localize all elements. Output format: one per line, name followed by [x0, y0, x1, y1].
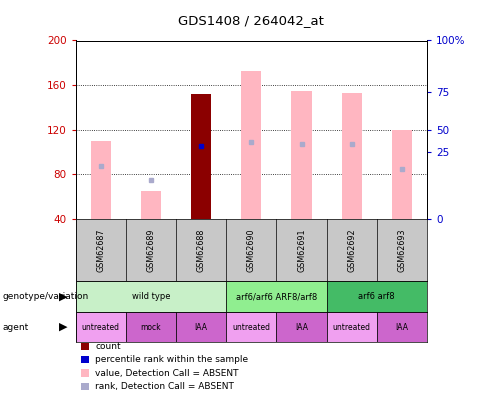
Bar — [191, 94, 211, 219]
Bar — [76, 281, 226, 312]
Bar — [377, 312, 427, 342]
Bar — [226, 312, 276, 342]
Text: count: count — [95, 342, 121, 351]
Text: untreated: untreated — [333, 322, 371, 332]
Text: GDS1408 / 264042_at: GDS1408 / 264042_at — [179, 14, 324, 27]
Bar — [176, 312, 226, 342]
Text: GSM62688: GSM62688 — [197, 228, 205, 272]
Text: arf6/arf6 ARF8/arf8: arf6/arf6 ARF8/arf8 — [236, 292, 317, 301]
Text: IAA: IAA — [395, 322, 408, 332]
Bar — [91, 141, 111, 219]
Text: IAA: IAA — [295, 322, 308, 332]
Text: GSM62692: GSM62692 — [347, 228, 356, 272]
Text: untreated: untreated — [232, 322, 270, 332]
Bar — [141, 191, 161, 219]
Bar — [392, 130, 412, 219]
Text: ▶: ▶ — [59, 292, 68, 302]
Text: genotype/variation: genotype/variation — [2, 292, 89, 301]
Bar — [126, 312, 176, 342]
Text: IAA: IAA — [195, 322, 207, 332]
Text: GSM62693: GSM62693 — [397, 228, 407, 272]
Text: value, Detection Call = ABSENT: value, Detection Call = ABSENT — [95, 369, 239, 377]
Bar — [241, 70, 262, 219]
Bar — [276, 312, 326, 342]
Bar — [291, 91, 311, 219]
Text: ▶: ▶ — [59, 322, 68, 332]
Text: arf6 arf8: arf6 arf8 — [359, 292, 395, 301]
Text: rank, Detection Call = ABSENT: rank, Detection Call = ABSENT — [95, 382, 234, 391]
Bar — [226, 281, 326, 312]
Text: wild type: wild type — [132, 292, 170, 301]
Text: percentile rank within the sample: percentile rank within the sample — [95, 355, 248, 364]
Text: mock: mock — [141, 322, 161, 332]
Bar — [76, 312, 126, 342]
Bar — [342, 93, 362, 219]
Text: agent: agent — [2, 322, 29, 332]
Text: GSM62689: GSM62689 — [146, 228, 156, 272]
Bar — [326, 312, 377, 342]
Bar — [326, 281, 427, 312]
Text: GSM62691: GSM62691 — [297, 228, 306, 272]
Bar — [191, 94, 211, 219]
Text: GSM62690: GSM62690 — [247, 228, 256, 272]
Text: GSM62687: GSM62687 — [96, 228, 105, 272]
Text: untreated: untreated — [81, 322, 120, 332]
